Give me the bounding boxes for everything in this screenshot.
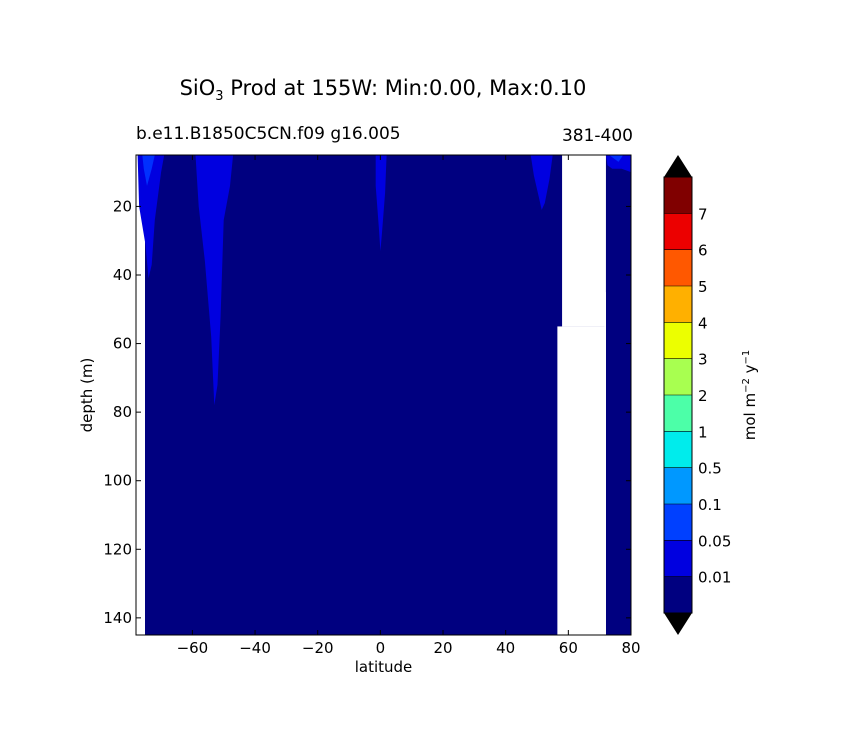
- colorbar-level: [664, 576, 692, 613]
- axes: −60 −40 −20 0 20 40 60 80 20 40 60 80 100 120 140 latit…: [78, 154, 641, 676]
- y-tick-label: 140: [103, 609, 132, 627]
- title-subscript: 3: [215, 89, 224, 105]
- x-axis-label: latitude: [355, 658, 413, 676]
- colorbar-level: [664, 286, 692, 323]
- colorbar-frame: [663, 176, 693, 614]
- plot-area: [137, 155, 631, 635]
- x-tick-label: 80: [621, 639, 640, 657]
- y-tick-label: 60: [113, 335, 132, 353]
- colorbar-tick-label: 0.5: [698, 460, 722, 478]
- x-tick-label: −20: [302, 639, 334, 657]
- colorbar-tick-label: 0.01: [698, 569, 731, 587]
- x-tick-label: −40: [239, 639, 271, 657]
- colorbar-level: [664, 358, 692, 395]
- chart-title: SiO3 Prod at 155W: Min:0.00, Max:0.10: [0, 76, 766, 104]
- land-block-lower: [557, 326, 606, 635]
- equator-tongue: [375, 155, 387, 251]
- case-name: b.e11.B1850C5CN.f09 g16.005: [136, 124, 401, 144]
- colorbar-level: [664, 431, 692, 468]
- antarctic-blob: [137, 155, 165, 279]
- colorbar: 0.01 0.05 0.1 0.5 1 2 3 4 5 6 7 mol m−2 y−1: [663, 155, 759, 635]
- y-tick-label: 80: [113, 403, 132, 421]
- x-tick-label: −60: [177, 639, 209, 657]
- colorbar-label: mol m−2 y−1: [741, 350, 759, 441]
- x-tick-label: 20: [433, 639, 452, 657]
- colorbar-tick-label: 5: [698, 278, 708, 296]
- title-rest: Prod at 155W: Min:0.00, Max:0.10: [223, 76, 587, 100]
- x-tick-label: 40: [496, 639, 515, 657]
- colorbar-level: [664, 540, 692, 577]
- y-tick-label: 100: [103, 472, 132, 490]
- colorbar-tick-label: 6: [698, 242, 708, 260]
- north-tongue: [530, 155, 553, 210]
- colorbar-tick-label: 0.05: [698, 532, 731, 550]
- colorbar-tick-label: 4: [698, 314, 708, 332]
- colorbar-tick-label: 1: [698, 423, 708, 441]
- colorbar-tick-label: 2: [698, 387, 708, 405]
- colorbar-level: [664, 249, 692, 286]
- south-subpolar-tongue: [195, 155, 234, 406]
- y-tick-label: 40: [113, 266, 132, 284]
- colorbar-level: [664, 177, 692, 214]
- x-tick-label: 0: [376, 639, 386, 657]
- colorbar-tick-label: 7: [698, 205, 708, 223]
- antarctic-blob-core: [142, 155, 155, 186]
- colorbar-level: [664, 467, 692, 504]
- colorbar-level: [664, 213, 692, 250]
- colorbar-over-arrow: [664, 155, 692, 177]
- x-tick-label: 60: [559, 639, 578, 657]
- land-strip: [604, 292, 606, 635]
- y-tick-label: 120: [103, 540, 132, 558]
- colorbar-level: [664, 395, 692, 432]
- colorbar-level: [664, 322, 692, 359]
- colorbar-tick-label: 0.1: [698, 496, 722, 514]
- year-range: 381-400: [561, 126, 633, 146]
- colorbar-level: [664, 504, 692, 541]
- colorbar-under-arrow: [664, 613, 692, 635]
- title-main: SiO: [179, 76, 216, 100]
- arctic-patch-core: [609, 155, 624, 162]
- colorbar-tick-label: 3: [698, 351, 708, 369]
- land-block-upper: [562, 155, 606, 327]
- field-background: [145, 155, 631, 635]
- y-tick-label: 20: [113, 197, 132, 215]
- y-axis-label: depth (m): [78, 358, 96, 433]
- arctic-patch: [605, 155, 631, 173]
- plot-frame: [135, 154, 632, 636]
